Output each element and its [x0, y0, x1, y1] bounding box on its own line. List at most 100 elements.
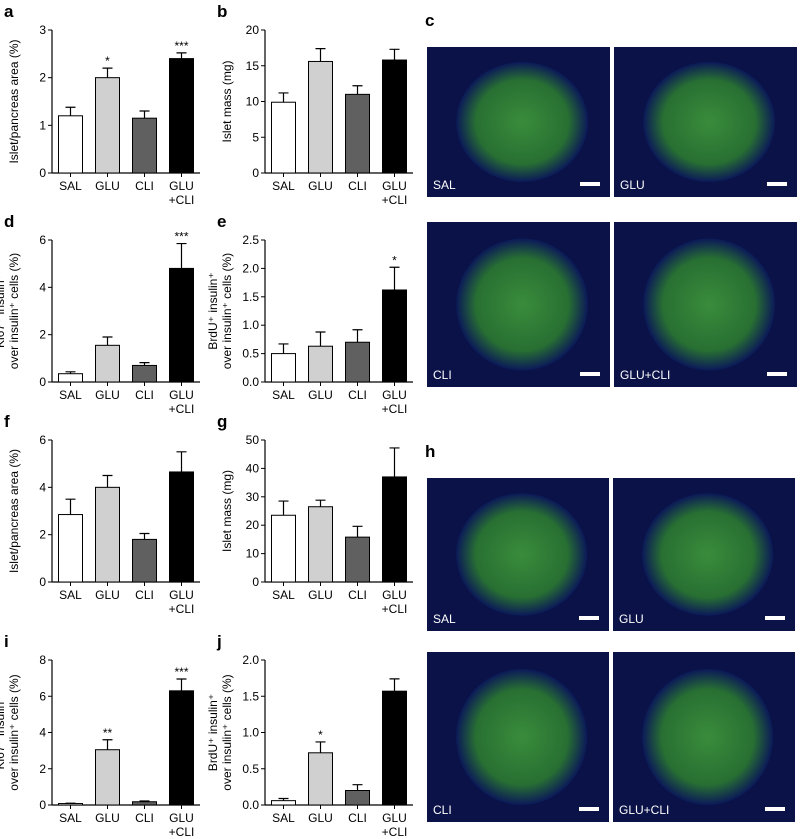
x-tick-label: SAL [59, 388, 82, 402]
bar [58, 514, 83, 583]
error-bar [65, 106, 76, 116]
x-tick-label: GLU [308, 588, 333, 602]
error-bar [389, 266, 400, 290]
x-tick-label: CLI [348, 588, 367, 602]
x-tick-label: SAL [272, 388, 295, 402]
bar [345, 790, 370, 806]
y-tick-label: 2 [39, 762, 46, 776]
y-tick-label: 2 [39, 328, 46, 342]
bar [169, 58, 194, 174]
y-axis-label: over insulin⁺ cells (%) [220, 674, 234, 790]
error-bar [176, 52, 187, 59]
y-axis-label: Islet mass (mg) [220, 60, 234, 142]
y-tick-label: 4 [39, 726, 46, 740]
panel-label: b [217, 2, 227, 21]
x-tick-label: GLU [308, 811, 333, 825]
y-tick-label: 0 [39, 798, 46, 812]
y-tick-label: 1.5 [242, 689, 259, 703]
x-tick-label: GLU [308, 179, 333, 193]
x-tick-label: GLU [95, 811, 120, 825]
image-label: SAL [433, 612, 456, 626]
bar [58, 115, 83, 174]
y-tick-label: 6 [39, 689, 46, 703]
y-tick-label: 0 [39, 375, 46, 389]
x-tick-label: GLU [95, 179, 120, 193]
significance: * [392, 253, 397, 267]
x-tick-label: CLI [135, 179, 154, 193]
bar [58, 373, 83, 383]
significance: ** [103, 726, 113, 740]
y-tick-label: 10 [246, 547, 260, 561]
image-label: GLU [619, 612, 644, 626]
y-axis-label: BrdU⁺ insulin⁺ [206, 272, 220, 349]
y-tick-label: 1 [39, 118, 46, 132]
x-tick-label: SAL [59, 588, 82, 602]
significance: *** [174, 665, 188, 679]
y-tick-label: 0 [252, 575, 259, 589]
error-bar [389, 678, 400, 692]
y-tick-label: 2 [39, 528, 46, 542]
x-tick-label: GLU +CLI [169, 811, 195, 839]
x-tick-label: GLU +CLI [382, 179, 408, 207]
error-bar [176, 242, 187, 269]
y-axis-label: Islet/pancreas area (%) [7, 449, 21, 573]
y-tick-label: 0.0 [242, 798, 259, 812]
scale-bar [579, 616, 599, 620]
y-axis-label: Islet/pancreas area (%) [7, 39, 21, 163]
significance: * [105, 54, 110, 68]
error-bar [139, 800, 150, 802]
x-tick-label: GLU +CLI [382, 588, 408, 616]
bar [308, 345, 333, 383]
panel-label: i [4, 632, 9, 651]
y-tick-label: 2 [39, 71, 46, 85]
scale-bar [580, 372, 600, 376]
islet [642, 669, 774, 805]
y-tick-label: 2.0 [242, 653, 259, 667]
image-label: CLI [433, 803, 452, 817]
x-tick-label: GLU +CLI [382, 388, 408, 416]
y-axis-label: over insulin⁺ cells (%) [7, 253, 21, 369]
error-bar [278, 343, 289, 354]
scale-bar [765, 807, 785, 811]
y-tick-label: 0 [252, 166, 259, 180]
islet [643, 238, 776, 371]
panel-label: e [217, 212, 226, 231]
y-tick-label: 30 [246, 490, 260, 504]
islet [642, 493, 774, 616]
significance: * [318, 728, 323, 742]
error-bar [352, 85, 363, 95]
error-bar [278, 797, 289, 801]
x-tick-label: GLU +CLI [169, 179, 195, 207]
bar [271, 800, 296, 806]
image-label: CLI [433, 368, 452, 382]
x-tick-label: GLU [95, 588, 120, 602]
y-axis-label: Ki67⁺ insulin⁺ [0, 274, 7, 348]
islet [456, 62, 589, 182]
y-axis-label: over insulin⁺ cells (%) [7, 674, 21, 790]
x-tick-label: SAL [272, 588, 295, 602]
y-axis-label: BrdU⁺ insulin⁺ [206, 694, 220, 771]
bar [382, 289, 407, 383]
x-tick-label: GLU +CLI [382, 811, 408, 839]
error-bar [389, 48, 400, 61]
x-tick-label: CLI [135, 588, 154, 602]
error-bar [176, 678, 187, 691]
y-tick-label: 20 [246, 23, 260, 37]
error-bar [315, 331, 326, 347]
x-tick-label: CLI [348, 388, 367, 402]
x-tick-label: SAL [272, 179, 295, 193]
bar [345, 341, 370, 383]
bar [271, 101, 296, 174]
islet [456, 238, 589, 371]
bar [95, 486, 120, 583]
bar [169, 471, 194, 583]
x-tick-label: CLI [348, 179, 367, 193]
y-tick-label: 50 [246, 433, 260, 447]
x-tick-label: CLI [135, 388, 154, 402]
panel-label: j [216, 632, 222, 651]
x-tick-label: GLU [95, 388, 120, 402]
bar [169, 267, 194, 383]
panel-label: f [4, 412, 10, 431]
error-bar [352, 525, 363, 538]
x-tick-label: SAL [59, 811, 82, 825]
